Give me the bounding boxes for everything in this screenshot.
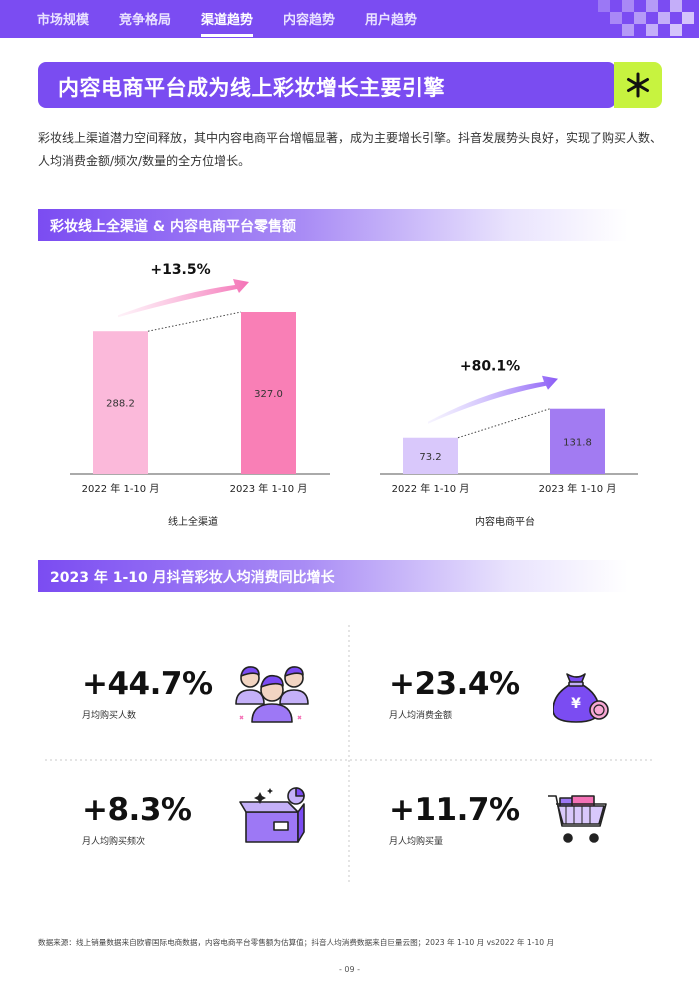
bar bbox=[403, 437, 458, 474]
stat-label: 月人均消费金额 bbox=[389, 711, 453, 721]
stat-value: +11.7% bbox=[389, 792, 520, 828]
stat-buyers: +44.7% 月均购买人数 bbox=[82, 666, 213, 721]
asterisk-icon bbox=[627, 72, 649, 98]
page-number: - 09 - bbox=[338, 965, 361, 974]
asterisk-badge bbox=[614, 62, 662, 108]
retail-charts: 288.2 2022 年 1-10 月 327.0 2023 年 1-10 月 +13.… bbox=[70, 262, 638, 528]
tab-market-size[interactable]: 市场规模 bbox=[37, 13, 90, 28]
stat-label: 月人均购买频次 bbox=[82, 837, 146, 847]
chart-title: 线上全渠道 bbox=[168, 515, 218, 528]
intro-paragraph: 彩妆线上渠道潜力空间释放，其中内容电商平台增幅显著，成为主要增长引擎。抖音发展势… bbox=[38, 131, 663, 168]
stat-value: +44.7% bbox=[82, 666, 213, 702]
bar bbox=[241, 312, 296, 474]
chart-title: 内容电商平台 bbox=[475, 515, 535, 528]
money-bag-icon: ¥ bbox=[553, 673, 609, 723]
stat-value: +23.4% bbox=[389, 666, 520, 702]
growth-arrow bbox=[118, 279, 249, 318]
growth-arrow bbox=[428, 375, 558, 424]
stat-label: 月均购买人数 bbox=[82, 711, 137, 721]
tab-user-trends[interactable]: 用户趋势 bbox=[365, 13, 418, 28]
section-header-retail-label: 彩妆线上全渠道 & 内容电商平台零售额 bbox=[50, 219, 296, 235]
stat-quantity: +11.7% 月人均购买量 bbox=[389, 792, 520, 847]
stat-frequency: +8.3% 月人均购买频次 bbox=[82, 792, 192, 847]
stat-spend: +23.4% 月人均消费金额 bbox=[389, 666, 520, 721]
source-footnote: 数据来源：线上销量数据来自欧睿国际电商数据，内容电商平台零售额为估算值；抖音人均… bbox=[38, 938, 555, 947]
tab-competition[interactable]: 竞争格局 bbox=[119, 13, 172, 28]
x-tick-label: 2022 年 1-10 月 bbox=[82, 482, 160, 495]
active-tab-underline bbox=[201, 34, 253, 37]
section-header-douyin: 2023 年 1-10 月抖音彩妆人均消费同比增长 bbox=[38, 560, 628, 592]
x-tick-label: 2023 年 1-10 月 bbox=[230, 482, 308, 495]
stats-grid-dividers bbox=[45, 625, 655, 882]
bar-value-label: 73.2 bbox=[419, 452, 441, 463]
stat-label: 月人均购买量 bbox=[389, 837, 444, 847]
bar-value-label: 288.2 bbox=[106, 399, 135, 410]
title-banner: 内容电商平台成为线上彩妆增长主要引擎 bbox=[38, 62, 616, 108]
page-title: 内容电商平台成为线上彩妆增长主要引擎 bbox=[58, 76, 445, 100]
growth-label: +80.1% bbox=[460, 359, 520, 375]
bar-value-label: 327.0 bbox=[254, 389, 283, 400]
tab-channel-trends[interactable]: 渠道趋势 bbox=[201, 13, 254, 28]
section-header-douyin-label: 2023 年 1-10 月抖音彩妆人均消费同比增长 bbox=[50, 570, 335, 586]
bar bbox=[550, 408, 605, 474]
growth-connector bbox=[457, 408, 551, 439]
open-box-icon bbox=[239, 787, 305, 843]
section-header-retail: 彩妆线上全渠道 & 内容电商平台零售额 bbox=[38, 209, 628, 241]
stat-value: +8.3% bbox=[82, 792, 192, 828]
bar-value-label: 131.8 bbox=[563, 437, 592, 448]
x-tick-label: 2023 年 1-10 月 bbox=[539, 482, 617, 495]
tab-content-trends[interactable]: 内容趋势 bbox=[283, 13, 336, 28]
growth-connector bbox=[147, 311, 242, 332]
top-nav: 市场规模 竞争格局 渠道趋势 内容趋势 用户趋势 bbox=[0, 0, 699, 38]
shopping-cart-icon bbox=[548, 795, 607, 843]
people-group-icon bbox=[235, 666, 309, 723]
growth-label: +13.5% bbox=[150, 262, 210, 278]
bar bbox=[93, 331, 148, 474]
x-tick-label: 2022 年 1-10 月 bbox=[392, 482, 470, 495]
svg-text:¥: ¥ bbox=[571, 696, 581, 712]
